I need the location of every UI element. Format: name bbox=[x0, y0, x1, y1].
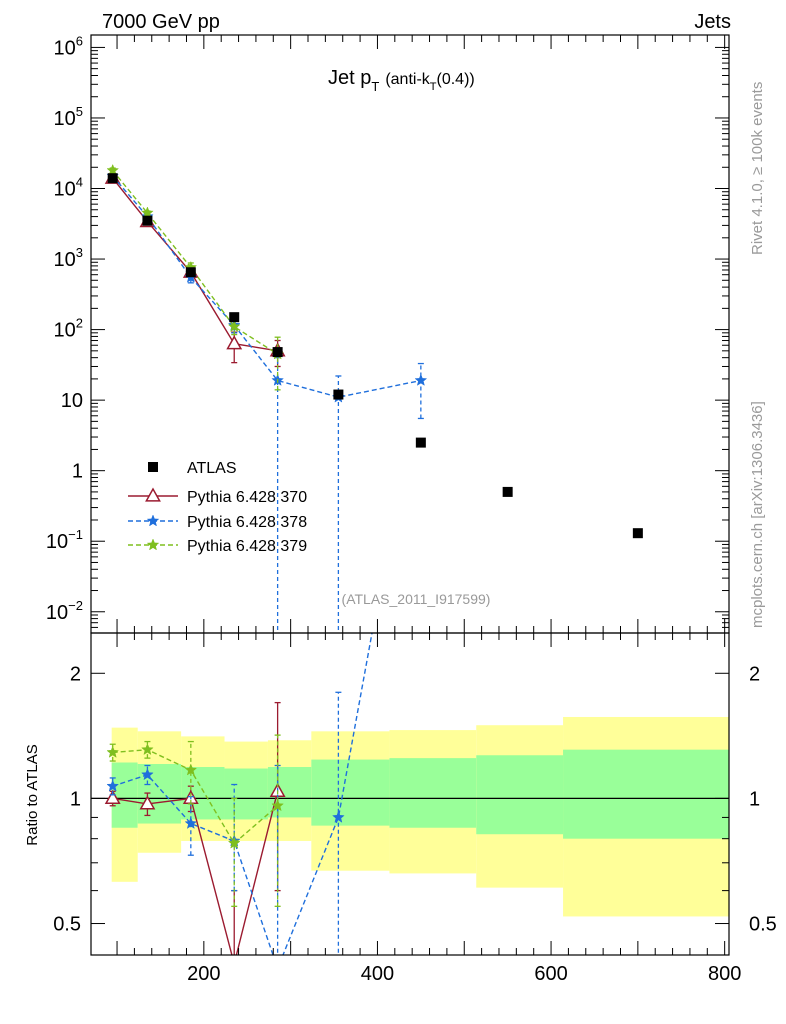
legend-item-pythia-6-428-378: Pythia 6.428 378 bbox=[128, 514, 307, 531]
main-series-layer bbox=[104, 163, 643, 633]
legend-marker bbox=[148, 462, 158, 472]
main-y-tick-label: 105 bbox=[54, 104, 83, 130]
main-axis-ticks bbox=[91, 35, 729, 634]
header-left: 7000 GeV pp bbox=[102, 11, 220, 33]
green-band-bin bbox=[476, 755, 564, 835]
x-tick-label: 600 bbox=[534, 963, 567, 985]
ratio-y-tick-label-left: 1 bbox=[70, 788, 81, 810]
main-point-pythia-6-428-370 bbox=[226, 335, 243, 350]
ratio-uncertainty-bands bbox=[91, 716, 729, 917]
legend-label: Pythia 6.428 379 bbox=[187, 538, 307, 555]
ratio-y-tick-label-right: 2 bbox=[749, 663, 760, 685]
ratio-point-pythia-6-428-378 bbox=[184, 816, 198, 829]
ratio-point-pythia-6-428-379 bbox=[227, 836, 241, 849]
ratio-y-tick-label-left: 2 bbox=[70, 663, 81, 685]
ratio-point-pythia-6-428-378 bbox=[332, 810, 345, 823]
green-band-bin bbox=[111, 762, 138, 828]
main-series-line bbox=[112, 175, 422, 398]
ratio-point-pythia-6-428-379 bbox=[184, 763, 198, 776]
green-band-bin bbox=[224, 768, 268, 820]
ratio-point-pythia-6-428-379 bbox=[141, 743, 154, 756]
ratio-point-pythia-6-428-378 bbox=[141, 768, 154, 781]
main-y-tick-label: 10−1 bbox=[46, 527, 83, 553]
ratio-y-tick-label-right: 0.5 bbox=[749, 914, 777, 936]
plot-title: Jet pT (anti-kT(0.4)) bbox=[328, 67, 475, 94]
green-band-bin bbox=[181, 767, 225, 820]
x-tick-label: 400 bbox=[361, 963, 394, 985]
ratio-panel: 0.5 0.5 1 1 2 2 200 400 600 800 Ratio to ATLAS bbox=[24, 633, 777, 985]
main-series-line bbox=[112, 177, 278, 352]
legend: ATLAS Pythia 6.428 370 Pythia 6.428 378 Pyt… bbox=[128, 460, 307, 555]
legend-marker bbox=[146, 538, 160, 551]
main-point-atlas bbox=[107, 173, 118, 184]
main-y-tick-label: 106 bbox=[54, 33, 83, 59]
ratio-axis-ticks bbox=[91, 633, 729, 955]
mcplots-reference-label: mcplots.cern.ch [arXiv:1306.3436] bbox=[749, 401, 766, 628]
main-series-atlas bbox=[107, 173, 643, 539]
main-point-atlas bbox=[272, 347, 283, 358]
main-y-tick-label: 1 bbox=[72, 461, 83, 483]
main-point-atlas bbox=[229, 312, 240, 323]
green-band-bin bbox=[389, 758, 477, 828]
rivet-version-label: Rivet 4.1.0, ≥ 100k events bbox=[749, 82, 766, 255]
legend-label: Pythia 6.428 370 bbox=[187, 489, 307, 506]
main-point-atlas bbox=[502, 486, 513, 497]
legend-marker bbox=[145, 487, 161, 502]
main-point-pythia-6-428-379 bbox=[106, 163, 120, 176]
x-tick-label: 200 bbox=[187, 963, 220, 985]
main-series-pythia-6-428-378 bbox=[106, 169, 428, 633]
main-y-tick-label: 103 bbox=[54, 245, 83, 271]
ratio-point-pythia-6-428-370 bbox=[104, 789, 121, 805]
ratio-point-pythia-6-428-370 bbox=[228, 957, 241, 969]
main-y-tick-label: 104 bbox=[54, 175, 83, 201]
ratio-point-pythia-6-428-379 bbox=[271, 799, 284, 812]
ratio-point-pythia-6-428-378 bbox=[106, 779, 120, 792]
legend-item-atlas: ATLAS bbox=[148, 460, 237, 477]
legend-label: Pythia 6.428 378 bbox=[187, 514, 307, 531]
main-point-atlas bbox=[632, 528, 643, 539]
analysis-id-label: (ATLAS_2011_I917599) bbox=[342, 591, 491, 607]
ratio-tick-labels: 0.5 0.5 1 1 2 2 200 400 600 800 bbox=[53, 663, 777, 985]
legend-item-pythia-6-428-370: Pythia 6.428 370 bbox=[128, 487, 307, 506]
main-point-atlas bbox=[415, 437, 426, 448]
green-band-bin bbox=[311, 759, 390, 826]
main-y-tick-label: 102 bbox=[54, 316, 83, 342]
ratio-y-tick-label-left: 0.5 bbox=[53, 914, 81, 936]
main-point-atlas bbox=[333, 389, 344, 400]
x-tick-label: 800 bbox=[708, 963, 741, 985]
main-point-pythia-6-428-379 bbox=[141, 206, 154, 219]
legend-label: ATLAS bbox=[187, 460, 237, 477]
ratio-frame bbox=[90, 632, 730, 956]
main-y-tick-label: 10 bbox=[61, 390, 83, 412]
header-right: Jets bbox=[694, 11, 731, 33]
main-point-pythia-6-428-379 bbox=[227, 320, 241, 333]
ratio-point-pythia-6-428-379 bbox=[106, 745, 120, 758]
main-point-atlas bbox=[142, 215, 153, 226]
ratio-series-layer bbox=[104, 633, 373, 973]
green-band-bin bbox=[563, 749, 729, 839]
main-point-pythia-6-428-378 bbox=[414, 373, 428, 386]
legend-item-pythia-6-428-379: Pythia 6.428 379 bbox=[128, 538, 307, 555]
ratio-y-tick-label-right: 1 bbox=[749, 788, 760, 810]
main-point-atlas bbox=[185, 267, 196, 278]
main-y-tick-label: 10−2 bbox=[46, 598, 83, 624]
legend-marker bbox=[146, 514, 160, 527]
ratio-point-pythia-6-428-370 bbox=[139, 795, 156, 810]
main-series-line bbox=[112, 170, 278, 355]
ratio-point-pythia-6-428-378 bbox=[272, 962, 283, 973]
ratio-y-axis-label: Ratio to ATLAS bbox=[24, 744, 41, 845]
ratio-series-pythia-6-428-379 bbox=[106, 734, 284, 907]
